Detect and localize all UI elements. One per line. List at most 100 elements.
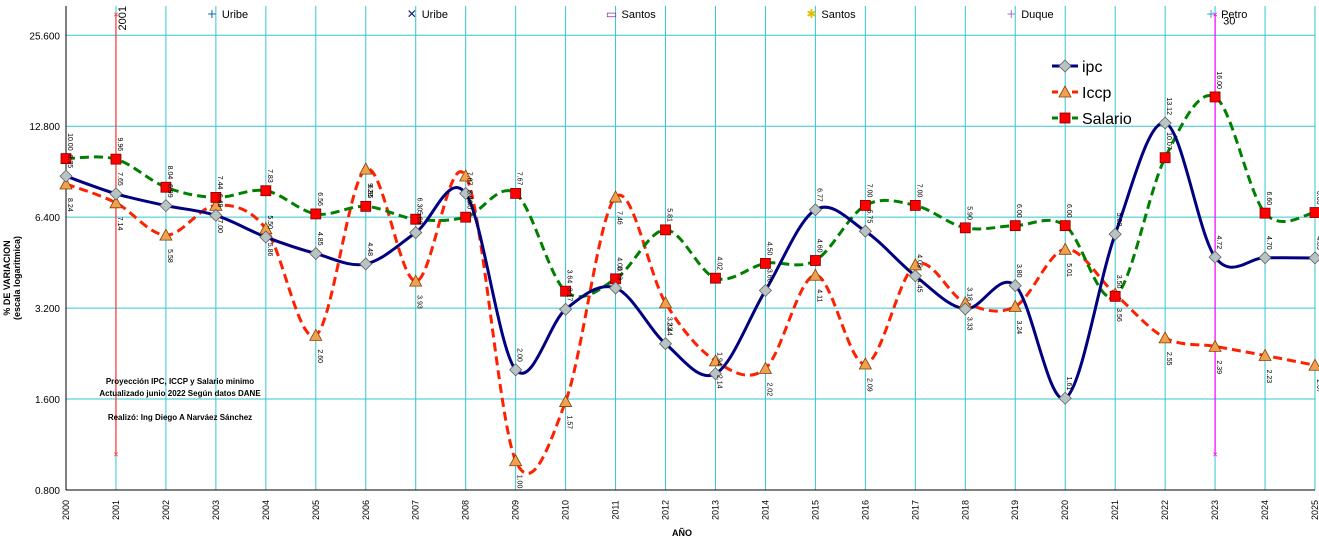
point-salario (710, 272, 721, 284)
president-label: Uribe (422, 9, 448, 21)
point-iccp (858, 357, 873, 370)
legend-label-ipc: ipc (1082, 59, 1102, 76)
data-label-ipc: 2.44 (666, 322, 673, 336)
data-label-ipc: 6.77 (815, 188, 822, 202)
y-tick-label: 12.800 (29, 122, 60, 133)
president-label: Santos (622, 9, 657, 21)
data-label-ipc: 2.00 (516, 348, 523, 362)
data-label-salario: 5.81 (666, 208, 673, 222)
point-ipc (509, 363, 523, 377)
y-tick-label: 0.800 (35, 486, 60, 497)
data-label-iccp: 5.01 (1065, 263, 1072, 277)
point-iccp (359, 162, 373, 175)
point-salario (1159, 152, 1171, 164)
point-salario (1109, 290, 1121, 302)
president-marker-icon: ✱ (806, 7, 816, 21)
point-ipc (1158, 116, 1172, 130)
y-tick-label: 6.400 (35, 213, 60, 224)
point-iccp (409, 274, 423, 287)
y-axis-label-line1: % DE VARIACION (2, 240, 12, 315)
data-label-iccp: 1.00 (516, 475, 523, 489)
data-label-ipc: 4.85 (316, 232, 323, 246)
x-tick-label: 2001 (111, 500, 121, 520)
x-tick-label: 2018 (960, 500, 970, 520)
point-iccp (1308, 358, 1319, 371)
point-iccp (608, 190, 623, 203)
point-salario (1059, 220, 1071, 232)
president-marker-icon: ▭ (606, 7, 617, 21)
data-label-salario: 7.00 (865, 184, 872, 198)
legend: ipc Iccp Salario (1052, 59, 1132, 128)
y-tick-label: 3.200 (35, 304, 60, 315)
reference-label: 2001 (117, 6, 129, 30)
data-label-salario: 6.63 (1315, 191, 1319, 205)
data-label-salario: 6.00 (1015, 204, 1022, 218)
point-iccp (459, 169, 473, 182)
data-label-salario: 7.44 (216, 176, 223, 190)
point-ipc (908, 269, 922, 283)
data-label-ipc: 4.48 (366, 242, 373, 256)
point-salario (660, 224, 671, 236)
data-label-iccp: 4.11 (815, 289, 822, 302)
data-label-iccp: 1.57 (566, 416, 573, 430)
president-label: Uribe (222, 9, 248, 21)
point-salario (959, 222, 971, 234)
president-markers: + Uribe ✕ Uribe ▭ Santos ✱ Santos + Duque + Petro (207, 7, 1248, 21)
point-salario (1309, 207, 1319, 218)
point-salario (1259, 207, 1271, 219)
point-salario (560, 285, 571, 297)
point-ipc (1058, 391, 1072, 405)
data-label-iccp: 4.45 (915, 279, 922, 293)
point-iccp (508, 453, 523, 467)
point-ipc (259, 230, 273, 244)
reference-lines: ××2001 ××30 (113, 6, 1235, 459)
data-label-iccp: 5.58 (166, 249, 173, 263)
data-label-salario: 7.00 (915, 184, 922, 198)
data-label-ipc: 7.67 (466, 172, 473, 186)
x-tick-label: 2023 (1210, 500, 1220, 520)
point-salario (410, 213, 422, 225)
x-tick-label: 2024 (1260, 500, 1270, 520)
x-axis-label: AÑO (672, 528, 692, 538)
point-ipc (309, 246, 323, 261)
point-ipc (708, 367, 723, 381)
data-label-ipc: 6.99 (166, 184, 173, 198)
data-label-ipc: 5.69 (416, 211, 423, 225)
data-label-salario: 9.96 (116, 138, 123, 152)
data-label-salario: 4.02 (715, 257, 722, 271)
point-salario (110, 153, 122, 165)
point-salario (1009, 220, 1021, 232)
point-iccp (758, 361, 773, 374)
point-ipc (1208, 250, 1222, 264)
data-label-ipc: 5.62 (1115, 213, 1122, 227)
point-ipc (459, 186, 473, 200)
point-iccp (59, 177, 73, 190)
point-iccp (159, 228, 173, 241)
data-label-iccp: 3.56 (1115, 308, 1122, 322)
point-salario (360, 200, 372, 212)
president-label: Petro (1221, 9, 1247, 21)
president-label: Duque (1021, 9, 1053, 21)
y-tick-label: 1.600 (35, 395, 60, 406)
point-salario (510, 188, 522, 199)
data-label-salario: 6.56 (316, 192, 323, 206)
point-ipc (658, 337, 673, 351)
x-tick-label: 2019 (1010, 500, 1020, 520)
point-iccp (1208, 339, 1222, 352)
point-iccp (1058, 242, 1072, 255)
x-tick-label: 2015 (810, 500, 820, 520)
data-label-salario: 6.60 (1265, 192, 1272, 206)
data-label-iccp: 2.39 (1215, 360, 1222, 374)
x-tick-label: 2000 (61, 500, 71, 520)
point-salario (1209, 91, 1221, 103)
point-salario (460, 211, 472, 223)
reference-bottom-marker: × (1212, 449, 1217, 459)
reference-top-marker: × (113, 9, 118, 19)
reference-label: 30 (1223, 15, 1235, 27)
data-label-ipc: 13.12 (1165, 97, 1172, 115)
x-tick-label: 2013 (710, 500, 720, 520)
x-tick-label: 2021 (1110, 500, 1120, 520)
annotation-line-1: Proyección IPC, ICCP y Salario minimo (106, 377, 254, 386)
data-label-iccp: 3.33 (666, 317, 673, 331)
